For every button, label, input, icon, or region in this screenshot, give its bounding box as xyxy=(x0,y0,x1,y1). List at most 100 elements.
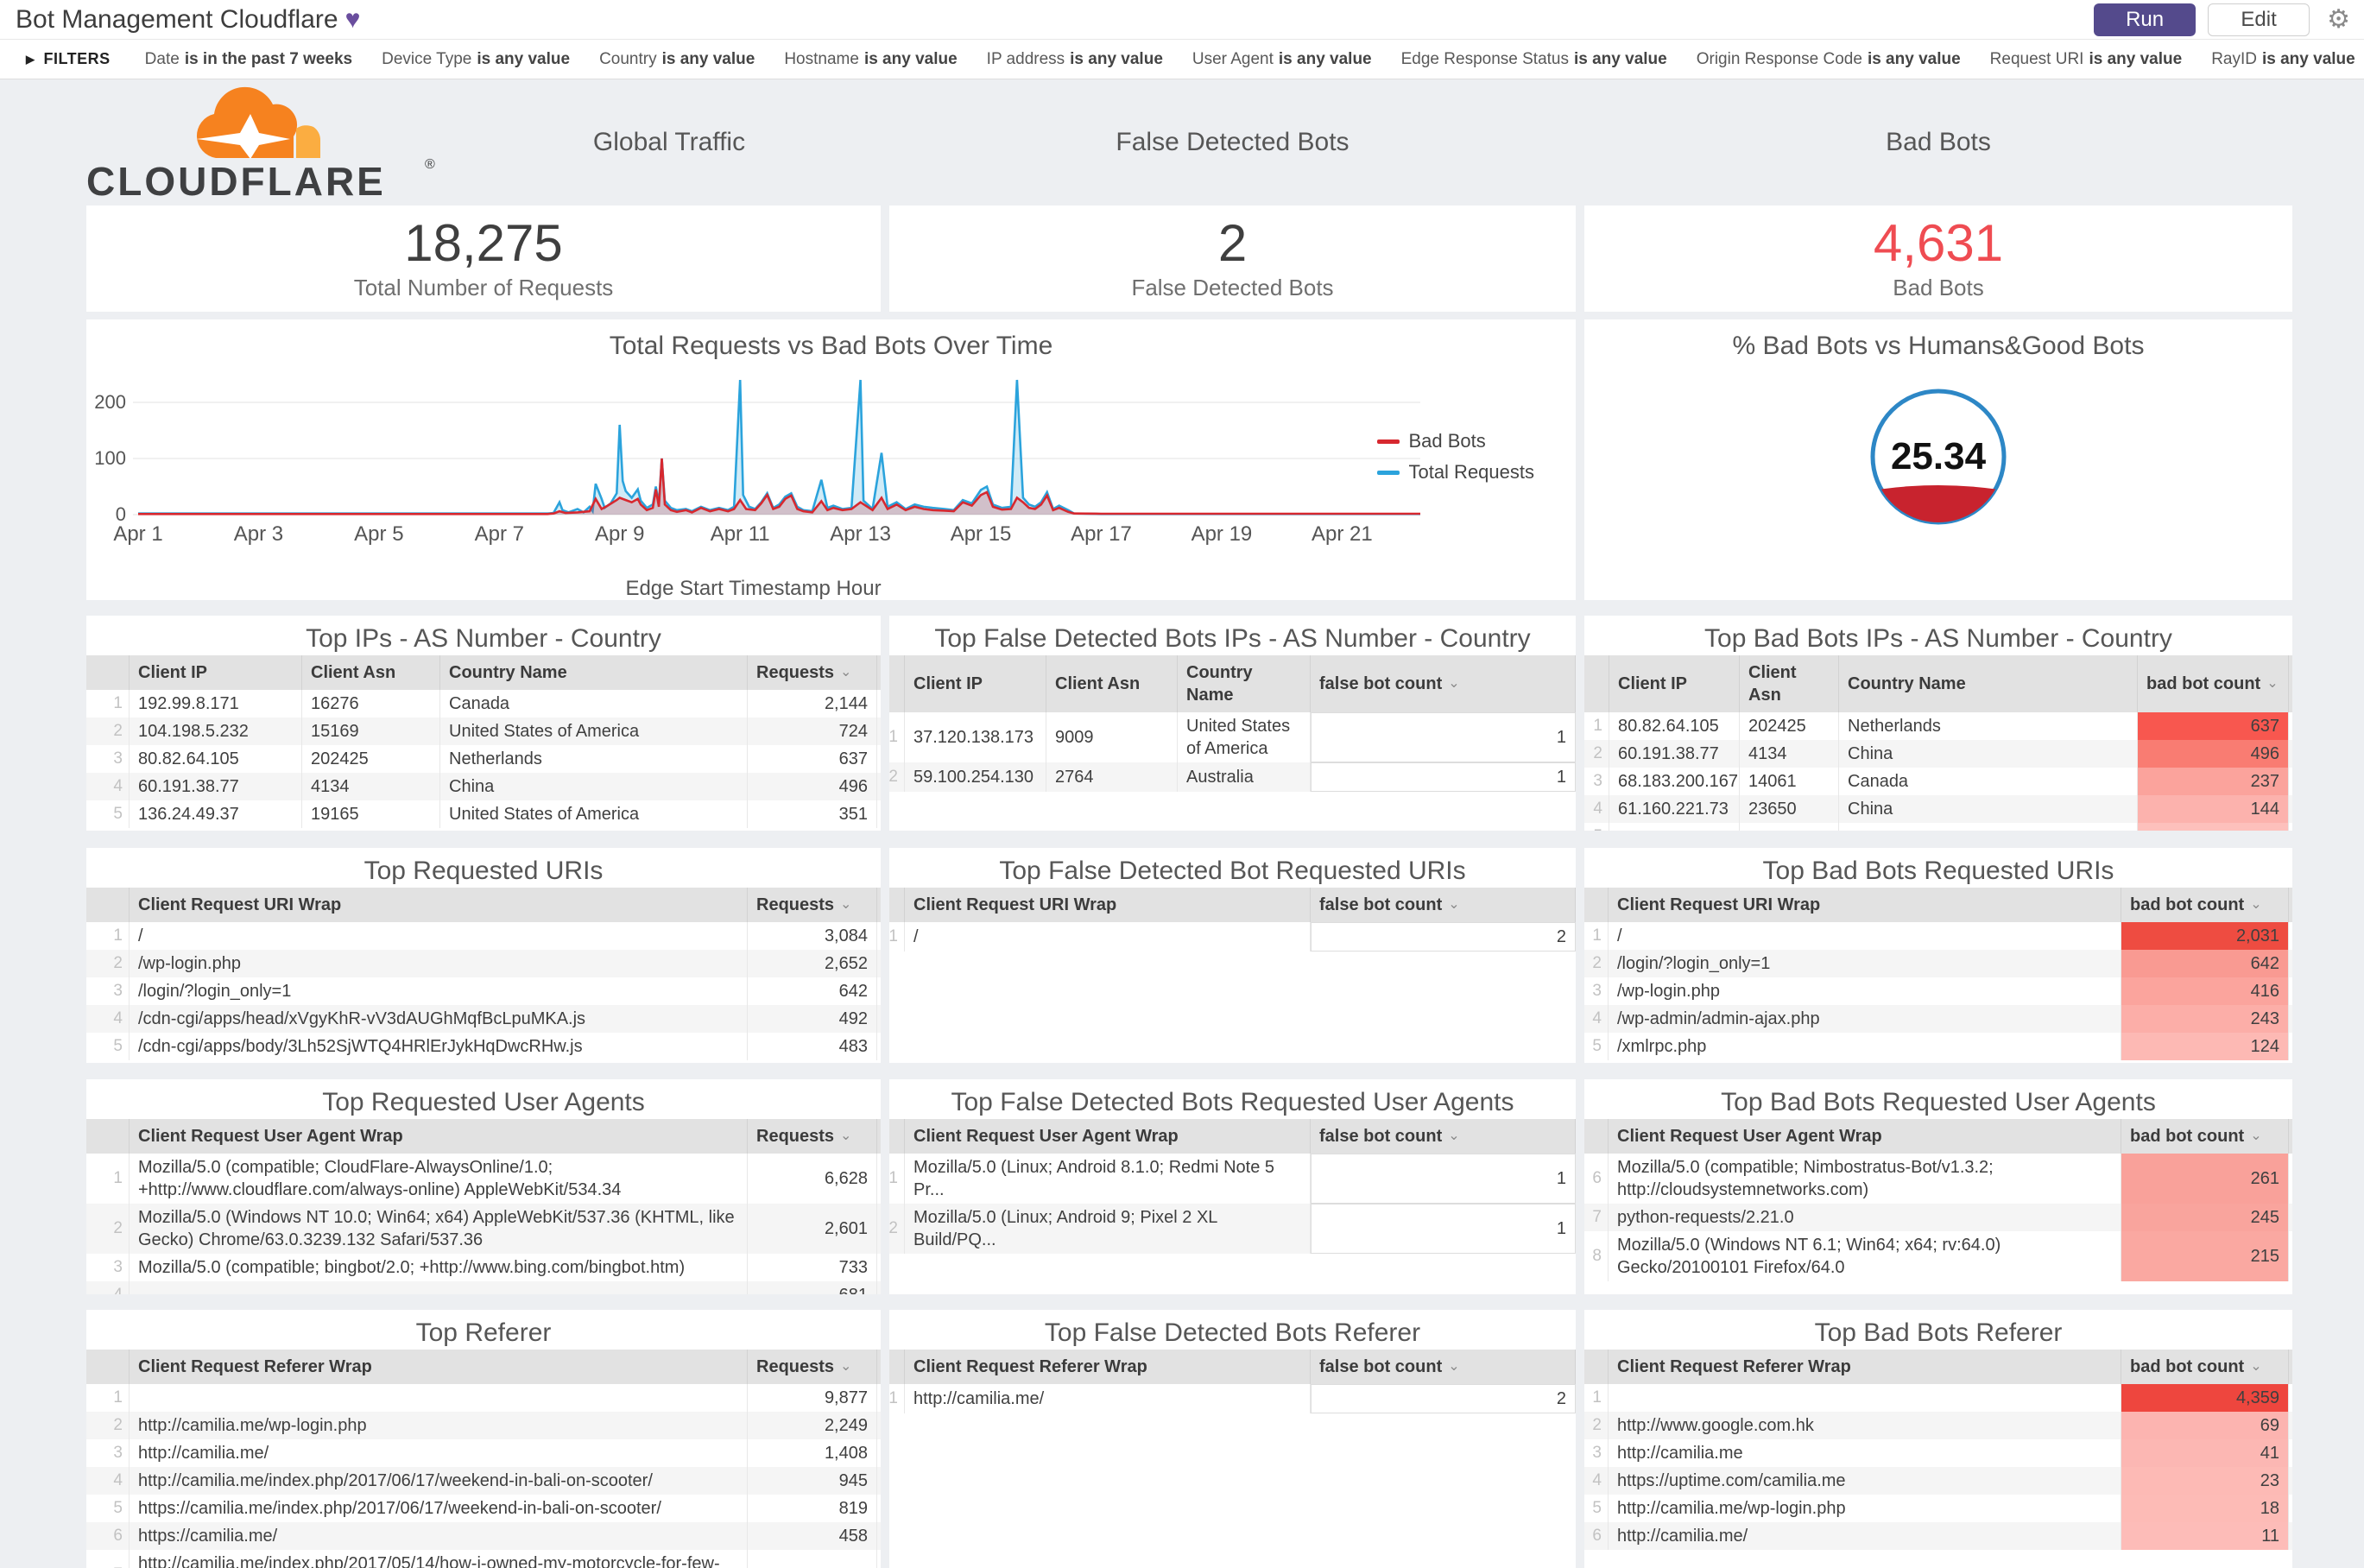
column-header[interactable]: Country Name xyxy=(440,655,748,690)
table-cell[interactable]: / xyxy=(130,922,748,950)
table-cell[interactable]: Australia xyxy=(1178,762,1311,792)
table-cell[interactable]: https://camilia.me/ xyxy=(130,1522,748,1550)
table-cell[interactable]: https://camilia.me/index.php/2017/06/17/… xyxy=(130,1495,748,1522)
table-cell[interactable]: 60.191.38.77 xyxy=(130,773,302,800)
filter-chip[interactable]: Origin Response Code is any value xyxy=(1696,49,1961,68)
table-cell[interactable]: 2764 xyxy=(1046,762,1178,792)
table-row[interactable]: 2 Mozilla/5.0 (Linux; Android 9; Pixel 2 … xyxy=(889,1204,1576,1254)
table-cell[interactable]: 18 xyxy=(2121,1495,2289,1522)
table-cell[interactable]: 14061 xyxy=(1740,768,1839,795)
column-header[interactable]: bad bot count ⌄ xyxy=(2121,1119,2289,1154)
table-row[interactable]: 3 Mozilla/5.0 (compatible; bingbot/2.0; +… xyxy=(86,1254,881,1281)
table-cell[interactable]: 2,601 xyxy=(748,1204,877,1254)
table-cell[interactable]: 19165 xyxy=(302,800,440,828)
table-cell[interactable]: 37.120.138.173 xyxy=(905,712,1046,762)
table-row[interactable]: 3 http://camilia.me 41 xyxy=(1584,1439,2292,1467)
table-cell[interactable]: 68.183.200.167 xyxy=(1609,768,1740,795)
table-cell[interactable]: Netherlands xyxy=(440,745,748,773)
table-cell[interactable]: 69 xyxy=(2121,1412,2289,1439)
table-cell[interactable]: 2,031 xyxy=(2121,922,2289,950)
table-cell[interactable]: /xmlrpc.php xyxy=(1609,1033,2121,1060)
table-cell[interactable]: 2 xyxy=(1311,1384,1576,1413)
table-cell[interactable]: Mozilla/5.0 (compatible; CloudFlare-Alwa… xyxy=(130,1154,748,1204)
kpi-total-requests[interactable]: 18,275 Total Number of Requests xyxy=(86,205,881,312)
table-cell[interactable]: Mozilla/5.0 (compatible; bingbot/2.0; +h… xyxy=(130,1254,748,1281)
column-header[interactable]: Client Request Referer Wrap xyxy=(905,1350,1311,1384)
bad-bots-gauge[interactable]: 25.34 xyxy=(1865,383,2012,530)
table-row[interactable]: 4/cdn-cgi/apps/head/xVgyKhR-vV3dAUGhMqfB… xyxy=(86,1005,881,1033)
filter-chip[interactable]: IP address is any value xyxy=(986,49,1163,68)
timeseries-chart[interactable]: 0 100 200 Apr 1 Apr 3 Apr 5 Apr 7 Apr 9 Apr 11 Ap… xyxy=(86,361,1420,572)
table-cell[interactable]: http://camilia.me/ xyxy=(130,1439,748,1467)
table-cell[interactable]: 637 xyxy=(2138,712,2289,740)
edit-button[interactable]: Edit xyxy=(2208,3,2310,36)
table-cell[interactable]: Mozilla/5.0 (Windows NT 10.0; Win64; x64… xyxy=(130,1204,748,1254)
table-cell[interactable]: http://camilia.me/wp-login.php xyxy=(130,1412,748,1439)
table-cell[interactable]: http://camilia.me/index.php/2017/06/17/w… xyxy=(130,1467,748,1495)
table-cell[interactable]: 733 xyxy=(748,1254,877,1281)
table-row[interactable]: 1/3,084 xyxy=(86,922,881,950)
table-cell[interactable]: /login/?login_only=1 xyxy=(1609,950,2121,977)
table-cell[interactable]: 681 xyxy=(748,1281,877,1294)
table-cell[interactable]: China xyxy=(1839,795,2138,823)
table-cell[interactable]: 144 xyxy=(2138,795,2289,823)
filter-chip[interactable]: Country is any value xyxy=(599,49,755,68)
table-row[interactable]: 5 136.24.49.37 19165 United States of Ameri… xyxy=(86,800,881,828)
table-cell[interactable]: 245 xyxy=(2121,1204,2289,1231)
table-row[interactable]: 6 https://camilia.me/458 xyxy=(86,1522,881,1550)
table-cell[interactable]: China xyxy=(440,773,748,800)
table-cell[interactable] xyxy=(1609,1384,2121,1412)
table-cell[interactable]: 4134 xyxy=(302,773,440,800)
table-cell[interactable]: Mozilla/5.0 (Windows NT 6.1; Win64; x64;… xyxy=(1609,1231,2121,1281)
table-cell[interactable]: 6,628 xyxy=(748,1154,877,1204)
kpi-false-detected-bots[interactable]: 2 False Detected Bots xyxy=(889,205,1576,312)
column-header[interactable]: Requests ⌄ xyxy=(748,655,877,690)
table-row[interactable]: 1 Mozilla/5.0 (compatible; CloudFlare-Alw… xyxy=(86,1154,881,1204)
column-header[interactable]: Client IP xyxy=(905,655,1046,712)
table-cell[interactable]: 945 xyxy=(748,1467,877,1495)
table-cell[interactable]: 15169 xyxy=(302,718,440,745)
table-cell[interactable]: 1 xyxy=(1311,1154,1576,1204)
table-cell[interactable]: 192.99.8.171 xyxy=(130,690,302,718)
table-cell[interactable]: 124 xyxy=(2121,1033,2289,1060)
table-row[interactable]: 2 Mozilla/5.0 (Windows NT 10.0; Win64; x6… xyxy=(86,1204,881,1254)
table-row[interactable]: 2/wp-login.php 2,652 xyxy=(86,950,881,977)
table-cell[interactable]: Canada xyxy=(1839,768,2138,795)
table-cell[interactable]: 215 xyxy=(2121,1231,2289,1281)
table-row[interactable]: 3 68.183.200.167 14061 Canada 237 xyxy=(1584,768,2292,795)
table-cell[interactable]: 2,144 xyxy=(748,690,877,718)
table-cell[interactable]: 496 xyxy=(748,773,877,800)
table-row[interactable]: 6 Mozilla/5.0 (compatible; Nimbostratus-B… xyxy=(1584,1154,2292,1204)
filter-chip[interactable]: Date is in the past 7 weeks xyxy=(144,49,353,68)
column-header[interactable]: false bot count ⌄ xyxy=(1311,1350,1576,1384)
table-row[interactable]: 1/2 xyxy=(889,922,1576,952)
run-button[interactable]: Run xyxy=(2094,3,2196,36)
table-row[interactable]: 2 104.198.5.232 15169 United States of Amer… xyxy=(86,718,881,745)
table-cell[interactable]: 11 xyxy=(2121,1522,2289,1550)
table-cell[interactable]: Netherlands xyxy=(1839,712,2138,740)
table-cell[interactable]: https://uptime.com/camilia.me xyxy=(1609,1467,2121,1495)
table-row[interactable]: 4681 xyxy=(86,1281,881,1294)
table-cell[interactable]: 4,359 xyxy=(2121,1384,2289,1412)
table-cell[interactable]: 23 xyxy=(2121,1467,2289,1495)
table-cell[interactable]: 819 xyxy=(748,1495,877,1522)
table-cell[interactable]: / xyxy=(905,922,1311,952)
table-cell[interactable]: 4134 xyxy=(1740,740,1839,768)
table-cell[interactable]: / xyxy=(1609,922,2121,950)
table-cell[interactable]: 23650 xyxy=(1740,795,1839,823)
table-cell[interactable] xyxy=(2138,823,2289,831)
table-cell[interactable]: 61.160.221.73 xyxy=(1609,795,1740,823)
table-cell[interactable]: 60.191.38.77 xyxy=(1609,740,1740,768)
table-row[interactable]: 3 80.82.64.105 202425 Netherlands 637 xyxy=(86,745,881,773)
table-row[interactable]: 4 https://uptime.com/camilia.me 23 xyxy=(1584,1467,2292,1495)
table-cell[interactable]: 104.198.5.232 xyxy=(130,718,302,745)
table-cell[interactable]: 136.24.49.37 xyxy=(130,800,302,828)
table-cell[interactable]: 243 xyxy=(2121,1005,2289,1033)
column-header[interactable]: Client Request Referer Wrap xyxy=(130,1350,748,1384)
table-cell[interactable]: China xyxy=(1839,740,2138,768)
legend-item[interactable]: Bad Bots xyxy=(1377,430,1534,452)
table-cell[interactable]: 458 xyxy=(748,1522,877,1550)
table-cell[interactable]: 642 xyxy=(748,977,877,1005)
table-row[interactable]: 1 192.99.8.171 16276 Canada 2,144 xyxy=(86,690,881,718)
table-row[interactable]: 7http://camilia.me/index.php/2017/05/14/… xyxy=(86,1550,881,1568)
